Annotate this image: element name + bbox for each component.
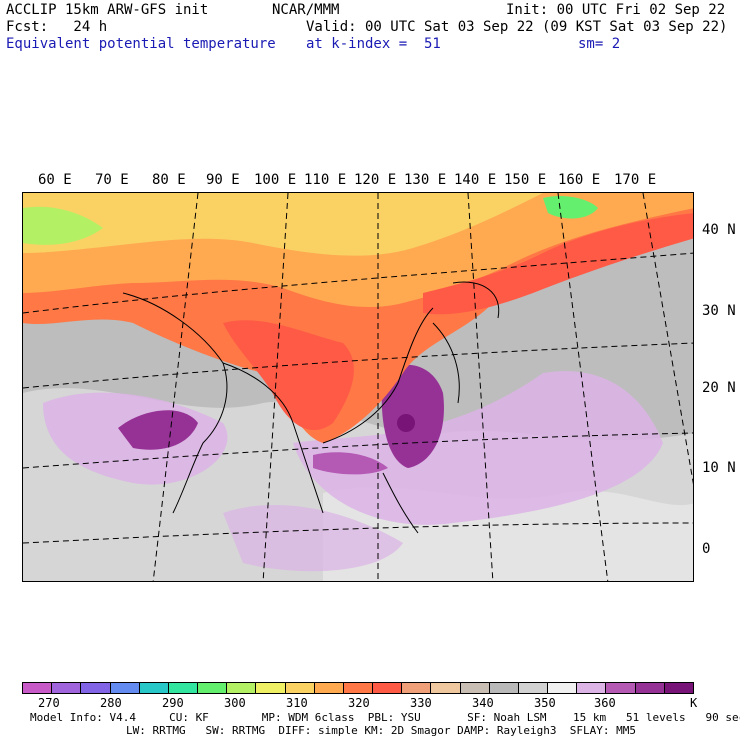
longitude-label: 80 E	[152, 172, 186, 188]
longitude-label: 60 E	[38, 172, 72, 188]
warm-region-yellow	[23, 193, 543, 256]
coastlines	[122, 281, 500, 534]
colorbar-swatch	[81, 683, 111, 693]
colorbar-tick-label: 290	[162, 696, 184, 710]
typhoon-center	[397, 414, 415, 432]
colorbar-tick-label: 360	[594, 696, 616, 710]
latitude-label: 0	[702, 541, 711, 557]
colorbar-swatch	[314, 683, 344, 693]
colorbar-swatch	[373, 683, 403, 693]
colorbar-swatch	[635, 683, 665, 693]
colorbar-tick-label: 340	[472, 696, 494, 710]
colorbar-swatch	[489, 683, 519, 693]
longitude-label: 100 E	[254, 172, 297, 188]
colorbar-swatch	[110, 683, 140, 693]
map-panel	[22, 192, 694, 582]
forecast-hour: Fcst: 24 h	[6, 19, 108, 35]
colorbar-tick-label: 350	[534, 696, 556, 710]
colorbar-swatch	[23, 683, 53, 693]
colorbar-swatch	[168, 683, 199, 693]
longitude-label: 130 E	[404, 172, 447, 188]
colorbar-swatch	[343, 683, 374, 693]
footer-model-info: Model Info: V4.4 CU: KF MP: WDM 6class P…	[30, 711, 740, 724]
colorbar-tick-label: 280	[100, 696, 122, 710]
colorbar-swatch	[402, 683, 432, 693]
colorbar-swatch	[256, 683, 286, 693]
latitude-label: 30 N	[702, 303, 736, 319]
green-patch-east	[543, 196, 598, 219]
purple-core-bay	[118, 410, 198, 450]
colorbar-swatch	[227, 683, 257, 693]
level-label: at k-index = 51	[306, 36, 441, 52]
colorbar-swatch	[198, 683, 228, 693]
purple-band-scs	[313, 452, 388, 475]
colorbar-swatch	[548, 683, 578, 693]
lilac-area-south	[223, 504, 403, 572]
longitude-label: 70 E	[95, 172, 129, 188]
smoothing-label: sm= 2	[578, 36, 621, 52]
colorbar-swatch	[139, 683, 169, 693]
field-name: Equivalent potential temperature	[6, 36, 276, 52]
green-patch-west	[23, 206, 103, 245]
organization-label: NCAR/MMM	[272, 2, 340, 18]
graticule	[23, 193, 693, 581]
colorbar-tick-label: 300	[224, 696, 246, 710]
colorbar-swatch	[285, 683, 315, 693]
longitude-label: 90 E	[206, 172, 240, 188]
latitude-label: 40 N	[702, 222, 736, 238]
lilac-area-pacific	[293, 371, 663, 525]
colorbar-tick-label: 310	[286, 696, 308, 710]
colorbar-swatch	[52, 683, 82, 693]
longitude-label: 160 E	[558, 172, 601, 188]
init-time: Init: 00 UTC Fri 02 Sep 22	[506, 2, 726, 18]
longitude-label: 120 E	[354, 172, 397, 188]
colorbar-tick-label: 270	[38, 696, 60, 710]
colorbar-unit: K	[690, 696, 698, 710]
purple-core-typhoon	[381, 364, 444, 468]
colorbar-swatch	[518, 683, 549, 693]
colorbar-swatch	[606, 683, 636, 693]
colorbar-swatch	[664, 683, 693, 693]
colorbar	[22, 682, 694, 694]
longitude-label: 140 E	[454, 172, 497, 188]
hot-band-japan	[423, 213, 693, 315]
theta-e-map	[23, 193, 693, 581]
colorbar-tick-label: 330	[410, 696, 432, 710]
footer-physics-info: LW: RRTMG SW: RRTMG DIFF: simple KM: 2D …	[126, 724, 636, 737]
model-title: ACCLIP 15km ARW-GFS init	[6, 2, 209, 18]
longitude-label: 150 E	[504, 172, 547, 188]
latitude-label: 20 N	[702, 380, 736, 396]
colorbar-swatch	[431, 683, 461, 693]
hot-region-china	[223, 320, 354, 431]
longitude-label: 110 E	[304, 172, 347, 188]
latitude-label: 10 N	[702, 460, 736, 476]
valid-time: Valid: 00 UTC Sat 03 Sep 22 (09 KST Sat …	[306, 19, 728, 35]
colorbar-tick-label: 320	[348, 696, 370, 710]
colorbar-swatch	[460, 683, 490, 693]
colorbar-swatch	[577, 683, 607, 693]
longitude-label: 170 E	[614, 172, 657, 188]
